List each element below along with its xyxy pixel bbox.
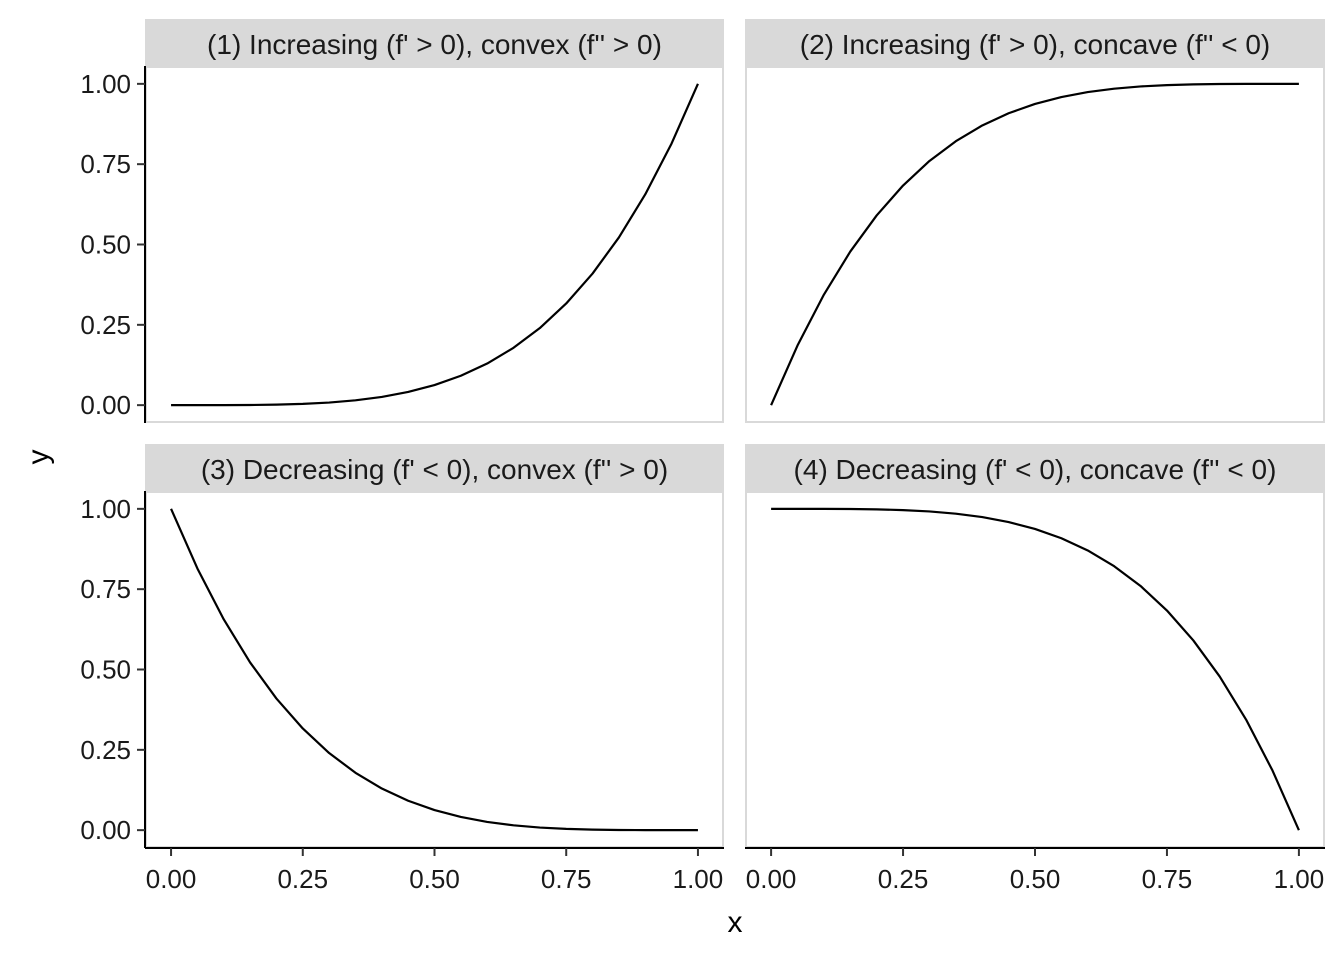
y-tick-label: 0.75 (80, 574, 131, 604)
facet-strip (745, 444, 1325, 491)
panel-background (145, 491, 724, 848)
x-axis-title: x (728, 906, 743, 939)
facet-title: (1) Increasing (f' > 0), convex (f'' > 0… (207, 29, 662, 60)
facet-title: (2) Increasing (f' > 0), concave (f'' < … (800, 29, 1270, 60)
facet-strip (745, 19, 1325, 66)
x-tick-label: 0.00 (146, 864, 197, 894)
x-tick-label: 0.75 (541, 864, 592, 894)
y-tick-label: 0.00 (80, 815, 131, 845)
series-line (770, 82, 1299, 406)
y-tick-label: 1.00 (80, 494, 131, 524)
panel-background (145, 66, 724, 423)
y-tick-label: 0.75 (80, 149, 131, 179)
x-tick-label: 0.00 (746, 864, 797, 894)
x-tick-label: 0.50 (409, 864, 460, 894)
y-tick-label: 0.25 (80, 310, 131, 340)
facet-title: (4) Decreasing (f' < 0), concave (f'' < … (794, 454, 1277, 485)
series-line (170, 508, 698, 832)
x-tick-label: 0.75 (1142, 864, 1193, 894)
y-tick-label: 0.00 (80, 390, 131, 420)
series-line (771, 507, 1300, 831)
y-tick-label: 1.00 (80, 69, 131, 99)
facet-strip (145, 19, 724, 66)
facet-strip (145, 444, 724, 491)
y-tick-label: 0.50 (80, 230, 131, 260)
panel-background (745, 66, 1325, 423)
y-tick-label: 0.25 (80, 735, 131, 765)
x-tick-label: 0.50 (1010, 864, 1061, 894)
facet-title: (3) Decreasing (f' < 0), convex (f'' > 0… (201, 454, 668, 485)
y-axis-title: y (22, 450, 55, 465)
x-tick-label: 1.00 (673, 864, 724, 894)
x-tick-label: 1.00 (1274, 864, 1325, 894)
x-tick-label: 0.25 (878, 864, 929, 894)
series-line (171, 83, 699, 407)
y-tick-label: 0.50 (80, 655, 131, 685)
panel-background (745, 491, 1325, 848)
x-tick-label: 0.25 (277, 864, 328, 894)
